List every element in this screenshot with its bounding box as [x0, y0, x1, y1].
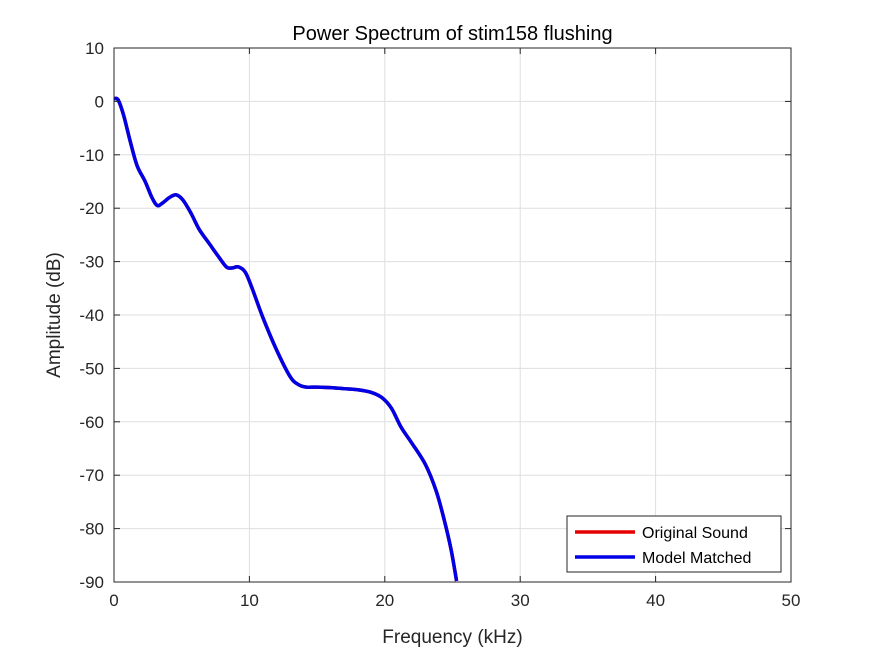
y-tick-label: -70 — [79, 466, 104, 485]
y-tick-label: -60 — [79, 413, 104, 432]
x-axis-label: Frequency (kHz) — [382, 627, 522, 648]
x-tick-label: 10 — [240, 591, 259, 610]
legend: Original Sound Model Matched — [566, 515, 782, 573]
y-tick-label: -50 — [79, 359, 104, 378]
x-tick-label: 0 — [109, 591, 118, 610]
y-tick-label: -90 — [79, 573, 104, 592]
y-tick-label: -30 — [79, 253, 104, 272]
x-tick-label: 40 — [646, 591, 665, 610]
y-tick-label: -10 — [79, 146, 104, 165]
series-line-model-matched — [113, 96, 459, 582]
y-tick-label: -80 — [79, 520, 104, 539]
x-tick-label: 30 — [511, 591, 530, 610]
y-tick-label: 0 — [95, 92, 104, 111]
y-tick-label: -40 — [79, 306, 104, 325]
x-tick-label: 50 — [782, 591, 801, 610]
chart-title: Power Spectrum of stim158 flushing — [292, 23, 612, 45]
y-tick-label: -20 — [79, 199, 104, 218]
y-tick-label: 10 — [85, 39, 104, 58]
legend-box — [566, 515, 782, 573]
axis-ticks: 0 10 20 30 40 50 10 0 -10 -20 -30 -40 -50 -60 -70 -80 -9… — [79, 39, 800, 610]
x-tick-label: 20 — [375, 591, 394, 610]
y-axis-label: Amplitude (dB) — [44, 252, 65, 378]
legend-entry-label: Original Sound — [642, 525, 748, 542]
series-lines — [113, 96, 459, 582]
legend-entry-label: Model Matched — [642, 550, 751, 567]
